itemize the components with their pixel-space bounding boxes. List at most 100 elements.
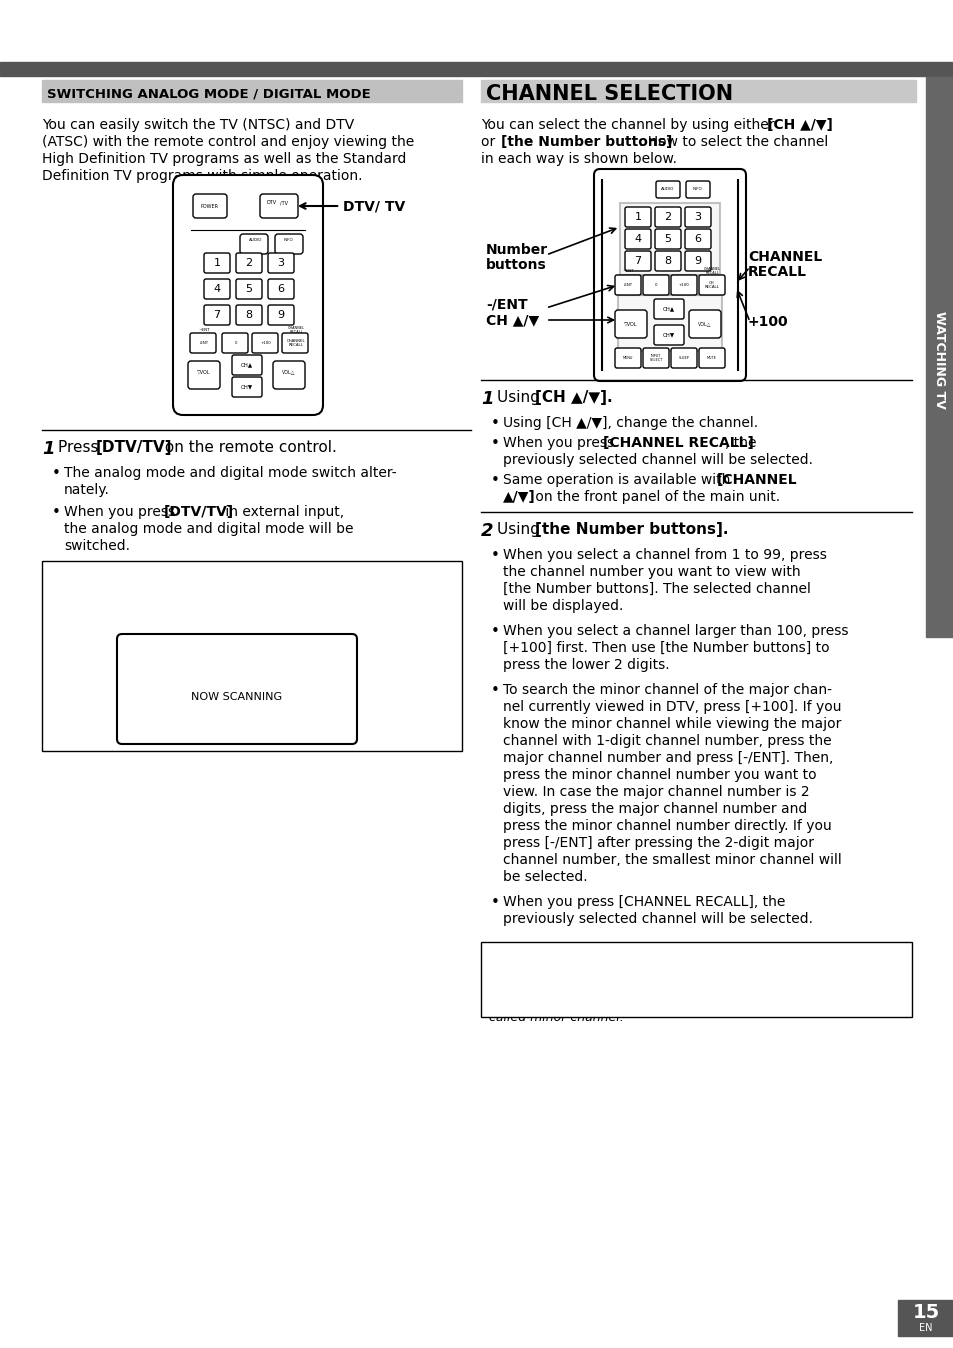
- FancyBboxPatch shape: [615, 348, 640, 368]
- Text: CHANNEL
RECALL: CHANNEL RECALL: [287, 338, 305, 348]
- Text: the analog mode and digital mode will be: the analog mode and digital mode will be: [64, 522, 354, 537]
- Text: [DTV/TV]: [DTV/TV]: [96, 439, 172, 456]
- Text: •: •: [491, 624, 499, 639]
- Text: When you press [CHANNEL RECALL], the: When you press [CHANNEL RECALL], the: [502, 895, 784, 909]
- Text: MUTE: MUTE: [706, 356, 717, 360]
- Text: called minor channel.: called minor channel.: [489, 1011, 623, 1024]
- Text: CH▲: CH▲: [662, 306, 675, 311]
- Text: INPUT
SELECT: INPUT SELECT: [649, 353, 662, 363]
- FancyBboxPatch shape: [670, 348, 697, 368]
- Bar: [925, 77, 953, 638]
- Text: digits, press the major channel number and: digits, press the major channel number a…: [502, 802, 806, 816]
- Text: 15: 15: [911, 1304, 939, 1322]
- Text: or: or: [480, 135, 499, 150]
- Text: VOL△: VOL△: [282, 369, 295, 375]
- FancyBboxPatch shape: [655, 208, 680, 226]
- Text: VOL△: VOL△: [698, 322, 711, 326]
- FancyBboxPatch shape: [624, 229, 650, 249]
- FancyBboxPatch shape: [615, 275, 640, 295]
- Text: 4: 4: [213, 284, 220, 294]
- FancyBboxPatch shape: [670, 275, 697, 295]
- Text: nel currently viewed in DTV, press [+100]. If you: nel currently viewed in DTV, press [+100…: [502, 700, 841, 714]
- FancyBboxPatch shape: [273, 361, 305, 390]
- Text: WATCHING TV: WATCHING TV: [933, 311, 945, 408]
- Text: press [-/ENT] after pressing the 2-digit major: press [-/ENT] after pressing the 2-digit…: [502, 836, 813, 851]
- Text: [CHANNEL: [CHANNEL: [717, 473, 797, 487]
- FancyBboxPatch shape: [655, 229, 680, 249]
- Text: previously selected channel will be selected.: previously selected channel will be sele…: [502, 453, 812, 466]
- Text: When you select a channel larger than 100, press: When you select a channel larger than 10…: [502, 624, 847, 638]
- Text: ~ENT: ~ENT: [198, 328, 210, 332]
- Text: /TV: /TV: [280, 201, 288, 205]
- Text: on the front panel of the main unit.: on the front panel of the main unit.: [531, 491, 780, 504]
- Text: CHANNEL: CHANNEL: [747, 249, 821, 264]
- FancyBboxPatch shape: [204, 279, 230, 299]
- FancyBboxPatch shape: [624, 208, 650, 226]
- Text: 1: 1: [42, 439, 54, 458]
- Text: +100: +100: [260, 341, 271, 345]
- Text: nately.: nately.: [64, 483, 110, 497]
- FancyBboxPatch shape: [594, 168, 745, 381]
- Text: Same operation is available with: Same operation is available with: [502, 473, 734, 487]
- Bar: [0, 62, 953, 75]
- Text: multiple programs depending on the air time. In this case, the: multiple programs depending on the air t…: [489, 981, 878, 993]
- FancyBboxPatch shape: [193, 194, 227, 218]
- Text: -/ENT: -/ENT: [485, 298, 527, 311]
- FancyBboxPatch shape: [117, 634, 356, 744]
- FancyBboxPatch shape: [655, 251, 680, 271]
- Text: 5: 5: [664, 235, 671, 244]
- FancyBboxPatch shape: [268, 253, 294, 274]
- Text: 7: 7: [213, 310, 220, 319]
- FancyBboxPatch shape: [204, 253, 230, 274]
- Text: in each way is shown below.: in each way is shown below.: [480, 152, 677, 166]
- Text: [the Number buttons]: [the Number buttons]: [500, 135, 672, 150]
- Text: 1: 1: [213, 257, 220, 268]
- FancyBboxPatch shape: [190, 333, 215, 353]
- Text: in external input,: in external input,: [221, 506, 344, 519]
- FancyBboxPatch shape: [232, 355, 262, 375]
- Text: -ENT: -ENT: [622, 283, 632, 287]
- Text: CH▲: CH▲: [241, 363, 253, 368]
- Text: POWER: POWER: [201, 204, 219, 209]
- FancyBboxPatch shape: [642, 348, 668, 368]
- Text: [DTV/TV]: [DTV/TV]: [164, 506, 233, 519]
- FancyBboxPatch shape: [172, 175, 323, 415]
- FancyBboxPatch shape: [204, 305, 230, 325]
- FancyBboxPatch shape: [282, 333, 308, 353]
- Text: 3: 3: [694, 212, 700, 222]
- Text: 8: 8: [245, 310, 253, 319]
- Text: 0: 0: [654, 283, 657, 287]
- Bar: [480, 80, 915, 102]
- Text: Definition TV programs with simple operation.: Definition TV programs with simple opera…: [42, 168, 362, 183]
- Bar: [897, 1299, 953, 1336]
- Text: INFO: INFO: [284, 239, 294, 243]
- Text: switched.: switched.: [64, 539, 130, 553]
- Text: . How to select the channel: . How to select the channel: [639, 135, 827, 150]
- Text: ▽VOL: ▽VOL: [197, 369, 211, 375]
- Text: •: •: [52, 466, 61, 481]
- Text: [CHANNEL RECALL]: [CHANNEL RECALL]: [602, 435, 753, 450]
- Text: previously selected channel will be selected.: previously selected channel will be sele…: [502, 913, 812, 926]
- FancyBboxPatch shape: [235, 305, 262, 325]
- Text: 2: 2: [245, 257, 253, 268]
- Text: 9: 9: [694, 256, 700, 266]
- Text: •: •: [491, 417, 499, 431]
- Bar: [618, 275, 721, 295]
- FancyBboxPatch shape: [240, 235, 268, 253]
- Text: main channel is called major channel and the sub channel is: main channel is called major channel and…: [489, 996, 866, 1010]
- Text: Using: Using: [497, 522, 544, 537]
- Text: 2: 2: [480, 522, 493, 541]
- Bar: [619, 204, 720, 275]
- Text: •: •: [491, 473, 499, 488]
- Text: major channel number and press [-/ENT]. Then,: major channel number and press [-/ENT]. …: [502, 751, 833, 766]
- Text: When you press: When you press: [64, 506, 179, 519]
- Text: DTV: DTV: [267, 201, 276, 205]
- Text: 6: 6: [694, 235, 700, 244]
- FancyBboxPatch shape: [188, 361, 220, 390]
- Text: 8: 8: [663, 256, 671, 266]
- FancyBboxPatch shape: [624, 251, 650, 271]
- Text: +100: +100: [747, 315, 788, 329]
- FancyBboxPatch shape: [684, 229, 710, 249]
- Text: channel with 1-digit channel number, press the: channel with 1-digit channel number, pre…: [502, 735, 831, 748]
- Text: [the Number buttons]. The selected channel: [the Number buttons]. The selected chann…: [502, 582, 810, 596]
